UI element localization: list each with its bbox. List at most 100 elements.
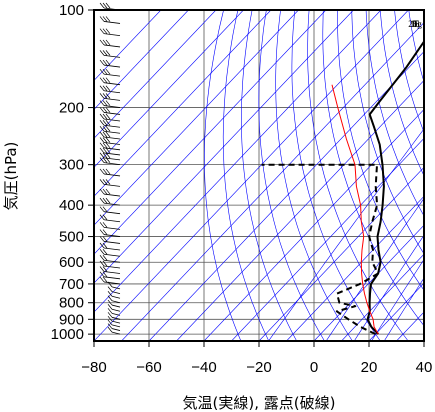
isotherm (94, 10, 354, 284)
wind-barb (99, 168, 121, 177)
wind-barb-feather (105, 93, 111, 99)
wind-barb-staff (111, 328, 121, 331)
wind-barb-feather (99, 249, 105, 255)
wind-barb-feather (105, 137, 111, 143)
wind-barb-feather (99, 188, 105, 195)
wind-barb-feather (105, 107, 111, 113)
wind-barb-feather (99, 179, 105, 185)
thermodynamic-lines (94, 10, 424, 341)
wind-barb-staff (103, 211, 121, 215)
wind-barb-feather (105, 85, 111, 91)
wind-barb-feather (102, 157, 108, 163)
wind-barb (99, 59, 121, 68)
wind-barb-staff (103, 105, 121, 108)
wind-barb-feather (102, 249, 108, 255)
wind-barb (107, 308, 121, 316)
wind-barb (99, 206, 121, 215)
x-tick-label: −60 (136, 359, 161, 376)
y-tick-label: 100 (59, 2, 84, 19)
wind-barb-staff (103, 193, 121, 197)
dry-adiabat (204, 10, 242, 341)
isotherm (341, 253, 424, 341)
isotherm (148, 51, 424, 341)
y-tick-label: 600 (59, 254, 84, 271)
wind-barb-staff (103, 90, 121, 94)
wind-barb-staff (111, 312, 121, 316)
wind-barb-feather (105, 113, 111, 120)
wind-barb (99, 28, 121, 37)
wind-barb (99, 242, 121, 251)
wind-barb-feather (107, 286, 113, 292)
x-tick-label: 40 (416, 359, 433, 376)
wind-barb-feather (99, 131, 105, 138)
isotherm (94, 10, 244, 168)
wind-barb-feather (99, 168, 105, 175)
wind-barb-staff (103, 136, 121, 140)
wind-barb-feather (102, 255, 108, 261)
wind-barb-feather (99, 157, 105, 163)
wind-barb-feather (99, 77, 105, 83)
isotherm (94, 10, 327, 255)
x-tick-label: 20 (361, 359, 378, 376)
wind-barb-staff (103, 259, 121, 263)
wind-barb-feather (99, 59, 105, 66)
wind-barb-feather (102, 236, 108, 242)
y-tick-label: 500 (59, 229, 84, 246)
wind-barb-feather (107, 319, 113, 326)
wind-barb-staff (111, 331, 121, 335)
y-tick-label: 400 (59, 197, 84, 214)
wind-barb-staff (103, 247, 121, 251)
isotherm (286, 195, 424, 341)
dry-adiabat (337, 10, 424, 291)
wind-barb-feather (105, 39, 111, 46)
wind-barb-feather (99, 39, 105, 46)
isotherm (368, 282, 424, 341)
wind-barb-feather (105, 28, 111, 34)
wind-barb (107, 315, 121, 324)
y-tick-label: 700 (59, 276, 84, 293)
wind-barb-feather (102, 113, 108, 120)
isotherm (423, 340, 424, 341)
dry-adiabat (258, 10, 325, 341)
wind-barb-feather (99, 113, 105, 120)
wind-barb-feather (107, 308, 113, 314)
wind-barb-feather (99, 137, 105, 143)
isotherm (258, 166, 424, 341)
wind-barb-feather (107, 291, 113, 297)
dry-adiabat (275, 10, 353, 341)
wind-barb (107, 323, 121, 331)
wind-barb-feather (105, 2, 111, 9)
dry-adiabat (291, 10, 381, 341)
wind-barb-feather (99, 93, 105, 99)
wind-barb (107, 291, 121, 299)
wind-barb (99, 147, 121, 156)
dry-adiabat (365, 10, 424, 217)
wind-barb-feather (105, 77, 111, 83)
wind-barb-feather (99, 28, 105, 34)
wind-barb-staff (103, 142, 121, 145)
wind-barb-feather (102, 126, 108, 132)
wind-barb-feather (105, 179, 111, 185)
mixing-ratio-line (268, 128, 424, 341)
wind-barb-feather (105, 120, 111, 126)
mixing-ratio-label: 20g (408, 19, 422, 29)
wind-barb (107, 326, 121, 335)
wind-barb-feather (107, 326, 113, 333)
wind-barb (99, 179, 121, 187)
wind-barb-feather (99, 107, 105, 113)
wind-barb-feather (99, 142, 105, 149)
wind-barb (99, 271, 121, 280)
wind-barb-staff (103, 147, 121, 151)
wind-barb-staff (103, 219, 121, 223)
wind-barb (99, 152, 121, 161)
wind-barb (99, 197, 121, 206)
wind-barb-staff (111, 295, 121, 299)
wind-barb-feather (99, 68, 105, 75)
y-tick-label: 900 (59, 311, 84, 328)
wind-barb-feather (99, 206, 105, 212)
wind-barb-staff (103, 157, 121, 161)
wind-barb (99, 188, 121, 197)
wind-barb-staff (103, 73, 121, 77)
wind-barb-feather (99, 271, 105, 278)
wind-barb-staff (103, 234, 121, 237)
